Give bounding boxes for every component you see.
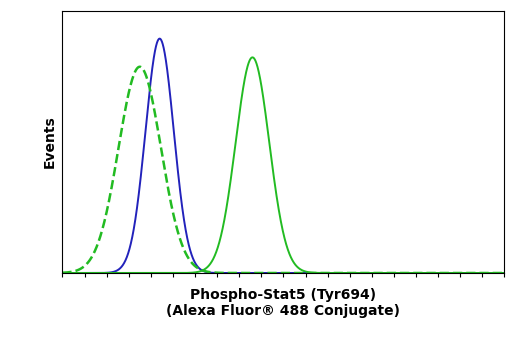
- X-axis label: Phospho-Stat5 (Tyr694)
(Alexa Fluor® 488 Conjugate): Phospho-Stat5 (Tyr694) (Alexa Fluor® 488…: [166, 288, 400, 318]
- Y-axis label: Events: Events: [43, 116, 57, 168]
